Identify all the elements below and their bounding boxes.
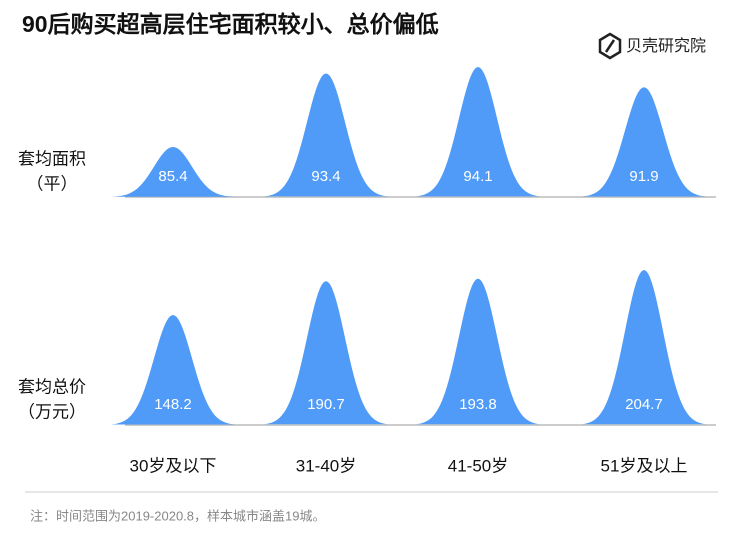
bell — [582, 87, 706, 197]
value-label: 91.9 — [629, 168, 658, 185]
value-label: 204.7 — [625, 396, 663, 413]
bell — [416, 278, 540, 425]
brand-name: 贝壳研究院 — [626, 37, 706, 55]
bell — [582, 270, 706, 425]
series-name: 套均面积 — [18, 149, 86, 168]
value-label: 93.4 — [311, 168, 340, 185]
bell — [264, 73, 388, 197]
chart-title: 90后购买超高层住宅面积较小、总价偏低 — [22, 11, 439, 37]
note: 注：时间范围为2019-2020.8，样本城市涵盖19城。 — [30, 508, 325, 523]
value-label: 148.2 — [154, 396, 192, 413]
bell — [416, 67, 540, 197]
bell — [264, 281, 388, 425]
series-unit: （平） — [27, 174, 78, 193]
value-label: 190.7 — [307, 396, 345, 413]
series-unit: （万元） — [18, 402, 86, 421]
brand-logo — [598, 32, 622, 60]
value-label: 94.1 — [463, 168, 492, 185]
bell — [111, 147, 235, 197]
bell — [111, 315, 235, 425]
x-tick-label: 41-50岁 — [448, 456, 508, 475]
series-name: 套均总价 — [18, 377, 86, 396]
x-tick-label: 51岁及以上 — [601, 456, 688, 475]
value-label: 85.4 — [158, 168, 187, 185]
x-tick-label: 31-40岁 — [296, 456, 356, 475]
value-label: 193.8 — [459, 396, 497, 413]
x-tick-label: 30岁及以下 — [130, 456, 217, 475]
